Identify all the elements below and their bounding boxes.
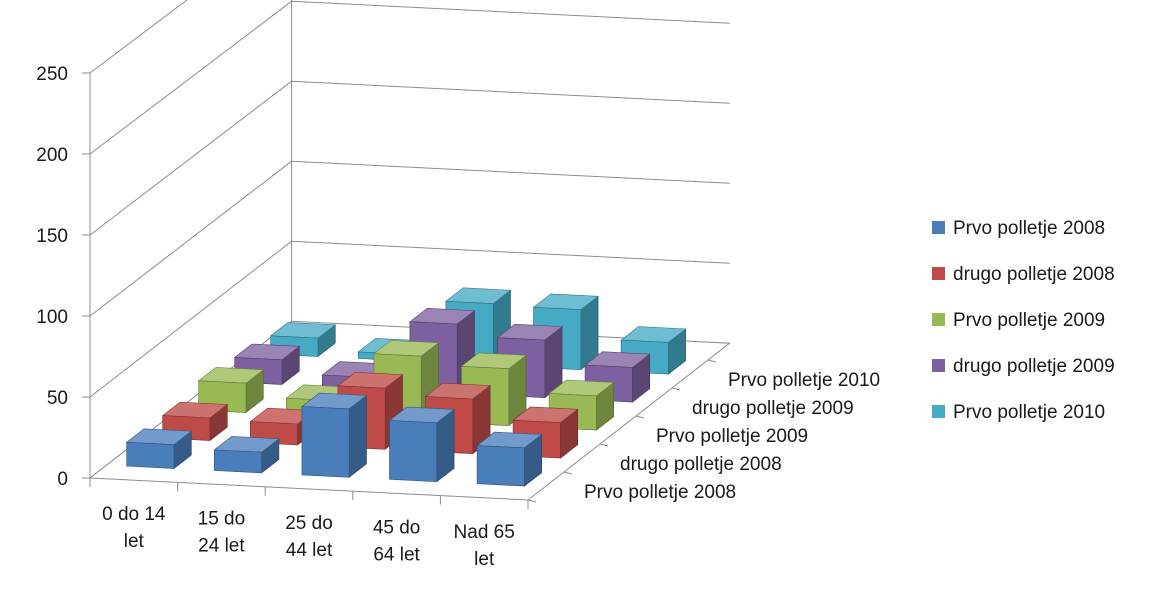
- legend-label: Prvo polletje 2008: [953, 218, 1105, 239]
- category-label-line: 45 do: [373, 517, 421, 538]
- depth-axis: Prvo polletje 2008 drugo polletje 2008 Prv…: [527, 359, 880, 503]
- depth-tick-mark: [707, 359, 717, 363]
- legend-label: drugo polletje 2009: [953, 356, 1115, 377]
- bar-front: [389, 420, 438, 483]
- y-tick-label: 100: [36, 307, 68, 328]
- category-label: 15 do 24 let: [198, 509, 246, 557]
- depth-tick-mark: [527, 499, 537, 503]
- legend-label: Prvo polletje 2010: [953, 402, 1105, 423]
- legend-label: drugo polletje 2008: [953, 264, 1115, 285]
- back-wall: [89, 0, 730, 478]
- depth-label: drugo polletje 2008: [620, 454, 782, 475]
- y-axis: 0 50 100 150 200 250: [36, 64, 90, 490]
- x-axis: 0 do 14 let 15 do 24 let 25 do 44 let 45 do 64 …: [89, 478, 529, 570]
- bar-front: [126, 441, 175, 469]
- bar: [197, 367, 265, 414]
- category-label-line: let: [124, 531, 145, 552]
- category-label-line: Nad 65: [454, 522, 515, 543]
- category-label-line: 15 do: [198, 509, 246, 530]
- category-label-line: 44 let: [286, 540, 333, 561]
- bar: [301, 392, 368, 478]
- bar: [476, 431, 543, 487]
- gridline-side: [89, 240, 292, 398]
- y-tick-label: 250: [36, 64, 68, 85]
- depth-label: drugo polletje 2009: [692, 398, 854, 419]
- y-tick-label: 200: [36, 145, 68, 166]
- bar: [548, 379, 615, 431]
- legend-swatch: [932, 313, 945, 326]
- legend: Prvo polletje 2008 drugo polletje 2008 Prv…: [932, 218, 1115, 423]
- y-tick-label: 0: [57, 469, 68, 490]
- gridline-side: [89, 80, 292, 236]
- legend-swatch: [932, 221, 945, 234]
- bar-side: [348, 394, 367, 478]
- y-tick-label: 150: [36, 226, 68, 247]
- category-label-line: 24 let: [198, 536, 245, 557]
- category-label: Nad 65 let: [454, 522, 515, 570]
- gridline-side: [89, 0, 292, 155]
- gridline-back: [291, 240, 730, 264]
- depth-tick-mark: [563, 471, 573, 475]
- depth-label: Prvo polletje 2009: [656, 426, 808, 447]
- gridline-back: [291, 0, 730, 24]
- category-label-line: let: [474, 549, 495, 570]
- bars: [125, 287, 687, 487]
- bar: [161, 401, 229, 442]
- legend-label: Prvo polletje 2009: [953, 310, 1105, 331]
- category-label: 0 do 14 let: [102, 504, 166, 552]
- gridline-side: [89, 160, 292, 317]
- depth-label: Prvo polletje 2010: [728, 370, 880, 391]
- gridline-back: [291, 80, 730, 104]
- legend-swatch: [932, 359, 945, 372]
- y-tick-label: 50: [47, 388, 68, 409]
- legend-swatch: [932, 267, 945, 280]
- depth-tick-mark: [671, 387, 681, 391]
- category-label-line: 64 let: [373, 544, 420, 565]
- depth-label: Prvo polletje 2008: [584, 482, 736, 503]
- category-label: 45 do 64 let: [373, 517, 421, 565]
- bar: [125, 428, 193, 470]
- category-label: 25 do 44 let: [285, 513, 333, 561]
- category-label-line: 25 do: [285, 513, 333, 534]
- gridline-back: [291, 160, 730, 184]
- category-label-line: 0 do 14: [102, 504, 166, 525]
- gridline-side: [89, 0, 188, 74]
- bar: [213, 436, 280, 474]
- legend-swatch: [932, 405, 945, 418]
- bar-front: [476, 445, 525, 487]
- depth-tick-mark: [635, 415, 645, 419]
- bar-front: [214, 449, 262, 474]
- bar: [388, 406, 455, 483]
- depth-tick-mark: [599, 443, 609, 447]
- bar-front: [301, 406, 350, 478]
